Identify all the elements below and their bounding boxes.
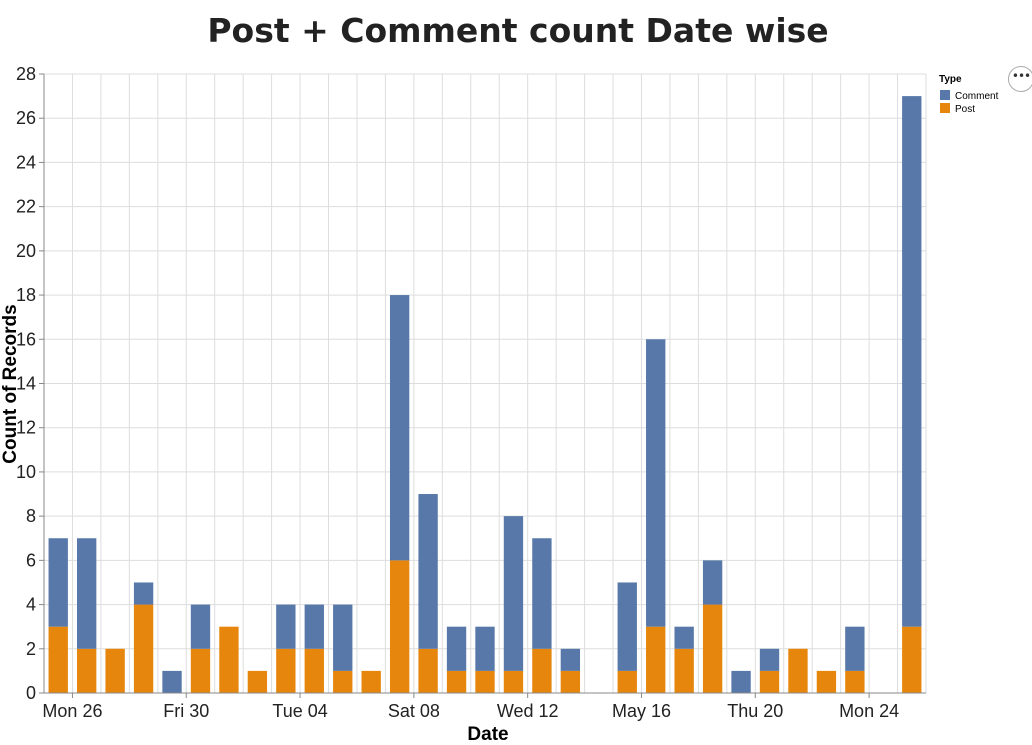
bars bbox=[48, 96, 922, 693]
bar-comment bbox=[646, 339, 666, 627]
y-tick-label: 22 bbox=[16, 197, 36, 217]
bar-post bbox=[446, 670, 467, 693]
x-tick-label: Mon 24 bbox=[839, 701, 899, 721]
bar-post bbox=[333, 670, 353, 693]
legend: Type Comment Post bbox=[939, 74, 999, 115]
x-tick-label: Fri 30 bbox=[163, 701, 209, 721]
bar-comment bbox=[418, 494, 438, 649]
x-tick-label: Mon 26 bbox=[42, 701, 102, 721]
bar-comment bbox=[902, 96, 922, 627]
bar-post bbox=[77, 648, 97, 693]
bar-post bbox=[418, 648, 438, 693]
bar-comment bbox=[759, 648, 780, 671]
bar-comment bbox=[133, 582, 154, 605]
bar-post bbox=[617, 670, 637, 693]
y-tick-label: 20 bbox=[16, 241, 36, 261]
bar-comment bbox=[617, 582, 637, 671]
x-tick-label: Sat 08 bbox=[388, 701, 440, 721]
bar-comment bbox=[731, 670, 751, 693]
y-tick-label: 0 bbox=[26, 683, 36, 703]
y-tick-label: 14 bbox=[16, 374, 36, 394]
bar-post bbox=[247, 670, 268, 693]
y-tick-label: 26 bbox=[16, 108, 36, 128]
bar-post bbox=[276, 648, 296, 693]
bar-post bbox=[48, 626, 68, 693]
x-tick-label: Thu 20 bbox=[727, 701, 783, 721]
bar-comment bbox=[77, 538, 97, 649]
bar-post bbox=[389, 560, 410, 693]
bar-comment bbox=[503, 516, 524, 671]
bar-comment bbox=[190, 604, 211, 649]
x-tick-label: Tue 04 bbox=[272, 701, 327, 721]
legend-swatch-post bbox=[940, 103, 950, 113]
gridlines bbox=[43, 73, 927, 694]
bar-post bbox=[105, 648, 125, 693]
bar-post bbox=[475, 670, 495, 693]
y-tick-label: 10 bbox=[16, 462, 36, 482]
bar-post bbox=[702, 604, 723, 693]
ellipsis-icon: ••• bbox=[1011, 69, 1031, 83]
y-tick-label: 2 bbox=[26, 639, 36, 659]
y-tick-label: 18 bbox=[16, 285, 36, 305]
chart-title: Post + Comment count Date wise bbox=[207, 11, 828, 50]
legend-label-post: Post bbox=[955, 104, 975, 115]
bar-comment bbox=[304, 604, 324, 649]
bar-post bbox=[304, 648, 324, 693]
bar-post bbox=[532, 648, 552, 693]
y-tick-label: 12 bbox=[16, 418, 36, 438]
legend-swatch-comment bbox=[940, 90, 950, 100]
bar-comment bbox=[162, 670, 182, 693]
bar-comment bbox=[446, 626, 467, 671]
bar-comment bbox=[333, 604, 353, 671]
bar-comment bbox=[475, 626, 495, 671]
bar-post bbox=[788, 648, 808, 693]
bar-post bbox=[902, 626, 922, 693]
x-tick-label: May 16 bbox=[612, 701, 671, 721]
bar-comment bbox=[845, 626, 865, 671]
y-tick-label: 4 bbox=[26, 595, 36, 615]
y-tick-label: 6 bbox=[26, 550, 36, 570]
bar-comment bbox=[702, 560, 723, 605]
y-tick-label: 16 bbox=[16, 329, 36, 349]
bar-comment bbox=[674, 626, 694, 649]
x-axis-title: Date bbox=[467, 724, 508, 745]
y-tick-label: 28 bbox=[16, 64, 36, 84]
bar-post bbox=[759, 670, 780, 693]
bar-post bbox=[674, 648, 694, 693]
bar-comment bbox=[48, 538, 68, 627]
bar-comment bbox=[389, 295, 410, 561]
bar-post bbox=[646, 626, 666, 693]
y-tick-label: 8 bbox=[26, 506, 36, 526]
legend-label-comment: Comment bbox=[955, 91, 999, 102]
bar-post bbox=[503, 670, 524, 693]
bar-comment bbox=[560, 648, 581, 671]
bar-post bbox=[133, 604, 154, 693]
y-tick-label: 24 bbox=[16, 152, 36, 172]
bar-post bbox=[361, 670, 381, 693]
x-tick-label: Wed 12 bbox=[497, 701, 559, 721]
bar-comment bbox=[532, 538, 552, 649]
bar-post bbox=[816, 670, 837, 693]
chart-actions-button[interactable]: ••• bbox=[1008, 66, 1032, 92]
legend-title: Type bbox=[939, 74, 962, 85]
y-axis-title: Count of Records bbox=[0, 304, 21, 463]
bar-post bbox=[845, 670, 865, 693]
bar-post bbox=[560, 670, 581, 693]
bar-post bbox=[190, 648, 211, 693]
bar-post bbox=[219, 626, 239, 693]
bar-comment bbox=[276, 604, 296, 649]
